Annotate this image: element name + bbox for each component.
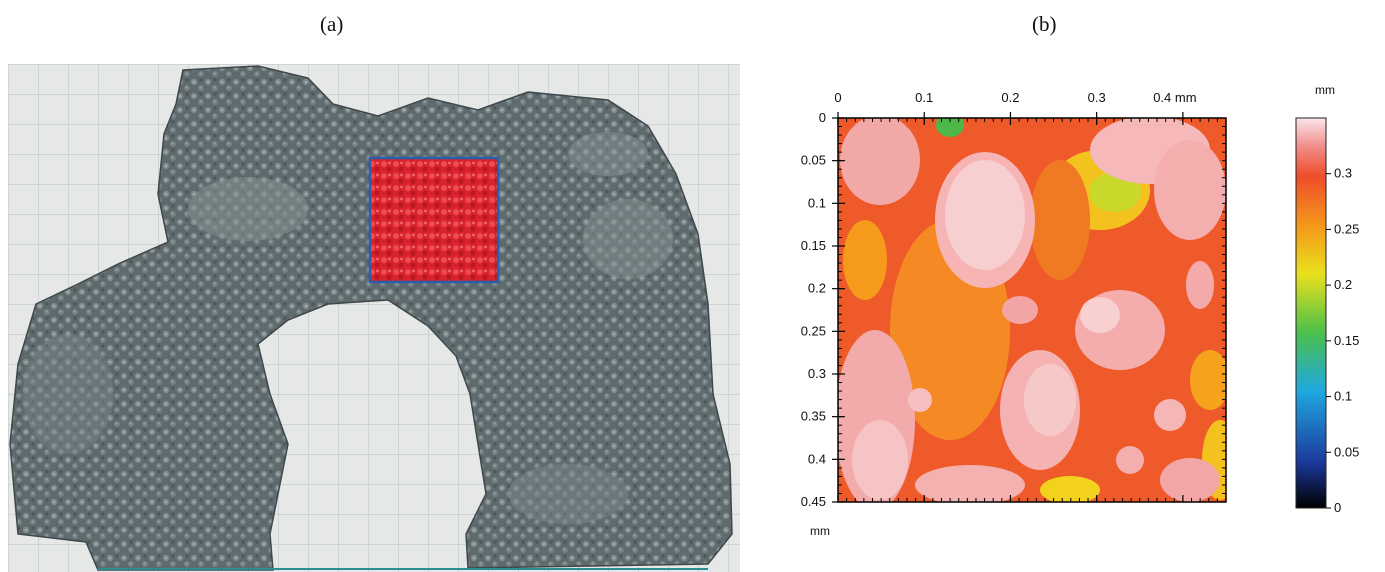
left-axis-tick-label: 0.15 <box>801 238 826 253</box>
colorbar-unit-label: mm <box>1315 83 1335 97</box>
left-axis-tick-label: 0.35 <box>801 409 826 424</box>
heightmap-image <box>838 118 1226 502</box>
panel-b-heightmap-chart: 0 0.1 0.2 0.3 0.4 mm 00.050.10.150.20.250.30… <box>801 83 1360 538</box>
top-axis-tick-label: 0.2 <box>1001 90 1019 105</box>
smooth-patch <box>23 334 113 454</box>
top-axis-tick-label: 0.4 mm <box>1153 90 1196 105</box>
colorbar-tick-label: 0.05 <box>1334 444 1359 459</box>
left-axis-tick-label: 0.3 <box>808 366 826 381</box>
panel-a-scan-image <box>8 64 740 572</box>
smooth-patch <box>188 177 308 241</box>
scanned-specimen <box>9 65 733 571</box>
left-axis-tick-label: 0.05 <box>801 153 826 168</box>
colorbar-tick-label: 0.1 <box>1334 389 1352 404</box>
colorbar-tick-label: 0.2 <box>1334 277 1352 292</box>
colorbar-axis: 0.3 0.25 0.2 0.15 0.1 0.05 0 <box>1326 166 1359 515</box>
smooth-patch <box>508 464 628 524</box>
left-axis-tick-label: 0.4 <box>808 451 826 466</box>
top-axis-tick-label: 0 <box>834 90 841 105</box>
colorbar-tick-label: 0.25 <box>1334 221 1359 236</box>
colorbar-tick-label: 0.3 <box>1334 166 1352 181</box>
top-axis-tick-label: 0.1 <box>915 90 933 105</box>
top-axis: 0 0.1 0.2 0.3 0.4 mm <box>834 90 1227 502</box>
left-axis-tick-label: 0.25 <box>801 323 826 338</box>
highlighted-region <box>368 156 500 284</box>
colorbar-tick-label: 0 <box>1334 500 1341 515</box>
panel-a-label: (a) <box>320 12 344 36</box>
left-axis-tick-label: 0 <box>819 110 826 125</box>
left-axis-tick-label: 0.45 <box>801 494 826 509</box>
colorbar <box>1295 117 1327 509</box>
top-axis-tick-label: 0.3 <box>1088 90 1106 105</box>
left-axis-tick-label: 0.2 <box>808 281 826 296</box>
map-frame <box>837 117 1227 503</box>
smooth-patch <box>583 199 673 279</box>
left-axis: 0 0.05 0.1 0.15 0.2 0.25 0.3 0.35 0.4 0.45 <box>801 110 1226 509</box>
left-axis-unit-label: mm <box>810 524 830 538</box>
colorbar-tick-label: 0.15 <box>1334 333 1359 348</box>
panel-b-label: (b) <box>1032 12 1057 36</box>
smooth-patch <box>568 132 648 176</box>
left-axis-tick-label: 0.1 <box>808 195 826 210</box>
